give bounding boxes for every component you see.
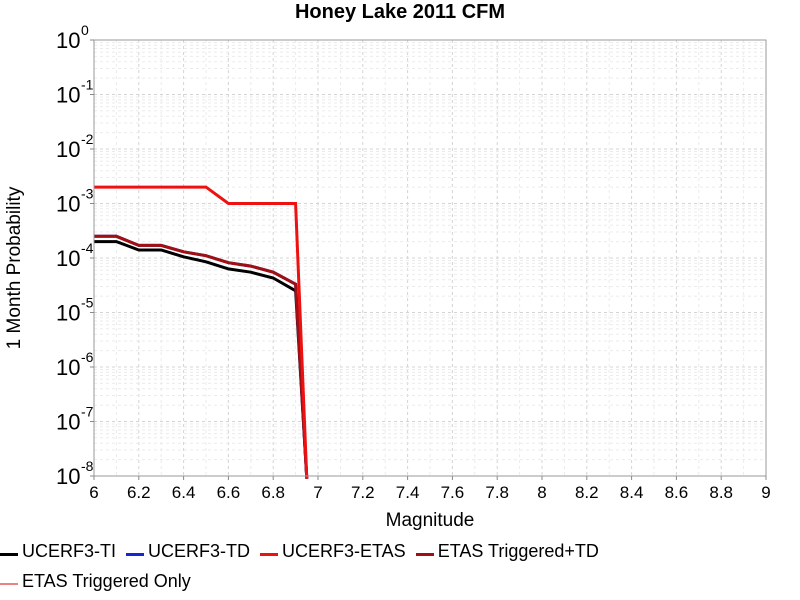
series-line-ucerf3-etas bbox=[94, 185, 309, 479]
legend-label: ETAS Triggered Only bbox=[22, 570, 191, 591]
legend-label: UCERF3-ETAS bbox=[282, 540, 406, 561]
y-tick-label: 10 bbox=[56, 28, 80, 53]
y-tick-label: 10 bbox=[56, 301, 80, 326]
legend-item: ETAS Triggered+TD bbox=[415, 540, 599, 562]
legend: UCERF3-TI UCERF3-TD UCERF3-ETAS ETAS Trigge… bbox=[0, 536, 800, 596]
legend-row: ETAS Triggered Only bbox=[0, 566, 800, 596]
x-tick-label: 7.2 bbox=[351, 483, 375, 502]
y-tick-label: 10 bbox=[56, 464, 80, 489]
legend-swatch bbox=[0, 583, 18, 585]
y-tick-exponent: -7 bbox=[81, 404, 94, 420]
legend-item: ETAS Triggered Only bbox=[0, 571, 191, 592]
y-tick-exponent: -3 bbox=[81, 186, 94, 202]
x-tick-label: 6.8 bbox=[261, 483, 285, 502]
legend-swatch bbox=[126, 552, 144, 556]
x-tick-label: 8.4 bbox=[620, 483, 644, 502]
legend-row: UCERF3-TI UCERF3-TD UCERF3-ETAS ETAS Trigge… bbox=[0, 536, 800, 566]
y-tick-label: 10 bbox=[56, 83, 80, 108]
series-group bbox=[94, 185, 309, 479]
y-tick-label: 10 bbox=[56, 410, 80, 435]
x-tick-label: 9 bbox=[761, 483, 770, 502]
legend-label: UCERF3-TD bbox=[148, 540, 250, 561]
y-tick-exponent: -8 bbox=[81, 458, 94, 474]
x-tick-label: 7.4 bbox=[396, 483, 420, 502]
legend-item: UCERF3-TD bbox=[126, 541, 250, 562]
y-tick-label: 10 bbox=[56, 246, 80, 271]
legend-item: UCERF3-ETAS bbox=[260, 541, 406, 562]
x-tick-label: 8.8 bbox=[709, 483, 733, 502]
legend-swatch bbox=[415, 552, 434, 556]
legend-swatch bbox=[260, 552, 278, 556]
x-tick-label: 7.6 bbox=[441, 483, 465, 502]
x-tick-label: 6.4 bbox=[172, 483, 196, 502]
y-tick-exponent: -4 bbox=[81, 240, 94, 256]
y-tick-label: 10 bbox=[56, 137, 80, 162]
x-ticks: 6 6.2 6.4 6.6 6.8 7 7.2 7.4 7.6 7.8 8 8.2 8.4 8.6 8.8 9 bbox=[89, 476, 771, 502]
x-tick-label: 7.8 bbox=[485, 483, 509, 502]
x-tick-label: 8.6 bbox=[665, 483, 689, 502]
legend-label: UCERF3-TI bbox=[22, 540, 116, 561]
x-tick-label: 8.2 bbox=[575, 483, 599, 502]
chart-title: Honey Lake 2011 CFM bbox=[295, 1, 505, 23]
y-tick-label: 10 bbox=[56, 192, 80, 217]
x-tick-label: 7 bbox=[313, 483, 322, 502]
y-tick-exponent: -1 bbox=[81, 77, 94, 93]
x-tick-label: 8 bbox=[537, 483, 546, 502]
x-tick-label: 6 bbox=[89, 483, 98, 502]
legend-label: ETAS Triggered+TD bbox=[437, 540, 599, 561]
y-axis-label: 1 Month Probability bbox=[4, 186, 25, 349]
legend-swatch bbox=[0, 552, 18, 556]
x-axis-label: Magnitude bbox=[386, 510, 475, 531]
x-tick-label: 6.2 bbox=[127, 483, 151, 502]
x-tick-label: 6.6 bbox=[217, 483, 241, 502]
legend-item: UCERF3-TI bbox=[0, 541, 116, 562]
y-tick-exponent: -5 bbox=[81, 295, 94, 311]
y-tick-exponent: -2 bbox=[81, 131, 94, 147]
y-tick-exponent: -6 bbox=[81, 349, 94, 365]
grid bbox=[93, 40, 767, 477]
y-tick-label: 10 bbox=[56, 355, 80, 380]
series-line-etas-triggered-td bbox=[94, 234, 309, 479]
y-tick-exponent: 0 bbox=[81, 22, 89, 38]
series-line-ucerf3-ti bbox=[94, 240, 309, 479]
